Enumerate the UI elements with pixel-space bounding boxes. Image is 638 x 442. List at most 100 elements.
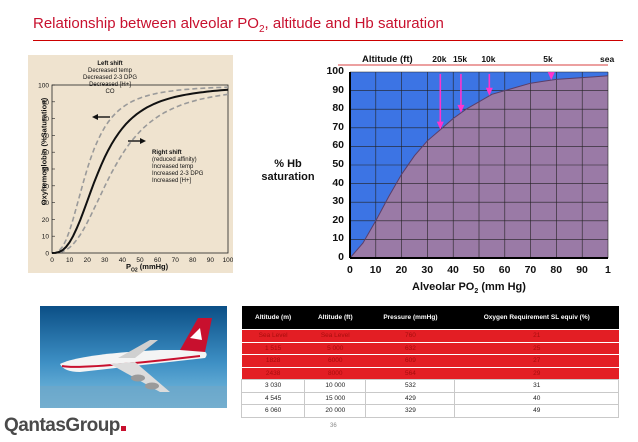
table-cell: 15 000 bbox=[304, 391, 367, 405]
altitude-tick-label: 15k bbox=[452, 54, 468, 64]
x-tick-label: 70 bbox=[524, 264, 537, 276]
left-shift-title: Left shift bbox=[97, 61, 123, 67]
altitude-arrowhead bbox=[457, 104, 465, 113]
odc-y-axis-label: Oxyhemoglobin (%Saturation) bbox=[39, 97, 49, 206]
right-shift-curve bbox=[51, 93, 229, 254]
col-pressure: Pressure (mmHg) bbox=[365, 306, 455, 330]
odc-x-tick-label: 90 bbox=[207, 257, 215, 264]
odc-y-tick-label: 0 bbox=[45, 251, 49, 258]
y-tick-label: 90 bbox=[332, 83, 344, 96]
normal-dissociation-curve bbox=[51, 88, 229, 254]
table-cell: 31 bbox=[454, 379, 619, 393]
right-shift-note: Right shift (reduced affinity) Increased… bbox=[152, 150, 203, 185]
odc-y-tick-label: 70 bbox=[42, 133, 50, 140]
y-tick-label: 60 bbox=[332, 139, 344, 152]
altitude-arrowhead bbox=[485, 87, 493, 96]
odc-x-tick-label: 100 bbox=[223, 257, 233, 264]
table-cell: 8000 bbox=[304, 366, 366, 380]
y-tick-label: 40 bbox=[332, 176, 344, 189]
left-shift-line: Decreased temp bbox=[87, 68, 133, 74]
table-cell: 6000 bbox=[304, 354, 366, 367]
y-tick-label: 20 bbox=[332, 213, 344, 226]
y-tick-label: 100 bbox=[326, 65, 344, 77]
odc-y-tick-label: 90 bbox=[42, 99, 50, 106]
table-cell: 21 bbox=[454, 329, 619, 342]
odc-x-tick-label: 60 bbox=[154, 257, 162, 264]
odc-x-tick-label: 30 bbox=[101, 257, 109, 264]
table-header-row: Altitude (m) Altitude (ft) Pressure (mmH… bbox=[241, 306, 619, 330]
right-shift-line: (reduced affinity) bbox=[152, 157, 197, 163]
table-body: Sea Level Sea Level 760 21 1 515 5 000 632 25 18… bbox=[240, 329, 619, 418]
altitude-arrowhead bbox=[436, 121, 444, 130]
qantas-aircraft-photo bbox=[40, 306, 227, 408]
table-cell: 564 bbox=[365, 366, 455, 380]
altitude-axis-label: Altitude (ft) bbox=[362, 54, 413, 65]
col-altitude-ft: Altitude (ft) bbox=[304, 306, 366, 330]
odc-x-tick-label: 50 bbox=[136, 257, 144, 264]
table-cell: 49 bbox=[454, 404, 619, 418]
altitude-tick-label: 5k bbox=[543, 54, 553, 64]
x-tick-label: 60 bbox=[498, 264, 511, 276]
table-row: 1 515 5 000 632 25 bbox=[241, 341, 619, 355]
odc-y-tick-label: 60 bbox=[42, 150, 50, 157]
table-cell: 329 bbox=[365, 404, 456, 418]
odc-x-axis-label: PO2 (mmHg) bbox=[126, 262, 169, 274]
col-altitude-m: Altitude (m) bbox=[241, 306, 305, 330]
saturation-curve bbox=[349, 75, 609, 259]
right-shift-arrowhead bbox=[140, 138, 146, 144]
table-cell: 10 000 bbox=[304, 379, 367, 393]
table-cell: 609 bbox=[365, 354, 455, 367]
slide-title: Relationship between alveolar PO2, altit… bbox=[33, 15, 444, 35]
table-cell: 29 bbox=[454, 366, 619, 380]
x-tick-label: 20 bbox=[395, 264, 408, 276]
odc-y-tick-label: 10 bbox=[42, 234, 50, 241]
odc-x-tick-label: 20 bbox=[84, 257, 92, 264]
table-cell: 6 060 bbox=[240, 404, 306, 418]
table-row: 4 545 15 000 429 40 bbox=[240, 391, 619, 405]
right-shift-line: Increased temp bbox=[152, 164, 194, 170]
altitude-arrowhead bbox=[547, 72, 555, 81]
y-tick-label: 70 bbox=[332, 120, 344, 133]
table-cell: Sea Level bbox=[241, 329, 305, 342]
altitude-tick-label: sea bbox=[600, 54, 615, 64]
y-tick-label: 10 bbox=[332, 232, 344, 245]
y-tick-label: 80 bbox=[332, 102, 344, 115]
odc-y-tick-label: 40 bbox=[42, 183, 50, 190]
left-shift-note: Left shift Decreased temp Decreased 2-3 … bbox=[62, 61, 158, 96]
table-cell: Sea Level bbox=[304, 329, 366, 342]
left-shift-line: Decreased 2-3 DPG bbox=[82, 75, 138, 81]
odc-x-tick-label: 80 bbox=[189, 257, 197, 264]
table-cell: 532 bbox=[365, 379, 456, 393]
right-shift-line: Increased 2-3 DPG bbox=[152, 171, 204, 177]
table-cell: 632 bbox=[365, 341, 455, 355]
odc-x-tick-label: 70 bbox=[172, 257, 180, 264]
col-oxygen-requirement: Oxygen Requirement SL equiv (%) bbox=[454, 306, 619, 330]
odc-x-tick-label: 0 bbox=[50, 257, 54, 264]
qantas-group-logo: QantasGroup bbox=[4, 415, 126, 437]
left-shift-arrowhead bbox=[92, 114, 98, 120]
odc-y-tick-label: 80 bbox=[42, 116, 50, 123]
title-divider bbox=[33, 40, 623, 41]
odc-y-tick-label: 20 bbox=[42, 217, 50, 224]
x-tick-label: 80 bbox=[550, 264, 563, 276]
odc-y-tick-label: 100 bbox=[38, 83, 49, 90]
table-cell: 40 bbox=[454, 391, 619, 405]
odc-y-tick-label: 30 bbox=[42, 200, 50, 207]
table-cell: 429 bbox=[365, 391, 456, 405]
x-tick-label: 90 bbox=[576, 264, 588, 276]
x-tick-label: 40 bbox=[447, 264, 459, 276]
altitude-tick-label: 10k bbox=[481, 54, 496, 64]
table-cell: 1 515 bbox=[241, 341, 305, 355]
left-shift-line: Decreased [H+] bbox=[89, 82, 131, 88]
y-axis-label: % Hb saturation bbox=[261, 158, 315, 183]
altitude-tick-label: 20k bbox=[432, 54, 447, 64]
table-cell: 2438 bbox=[241, 366, 305, 380]
odc-y-tick-label: 50 bbox=[42, 167, 50, 174]
odc-x-tick-label: 10 bbox=[66, 257, 74, 264]
left-shift-line: CO bbox=[105, 89, 115, 95]
table-cell: 1828 bbox=[241, 354, 305, 367]
table-cell: 27 bbox=[454, 354, 619, 367]
x-tick-label: 10 bbox=[369, 264, 382, 276]
odc-x-tick-label: 40 bbox=[119, 257, 127, 264]
